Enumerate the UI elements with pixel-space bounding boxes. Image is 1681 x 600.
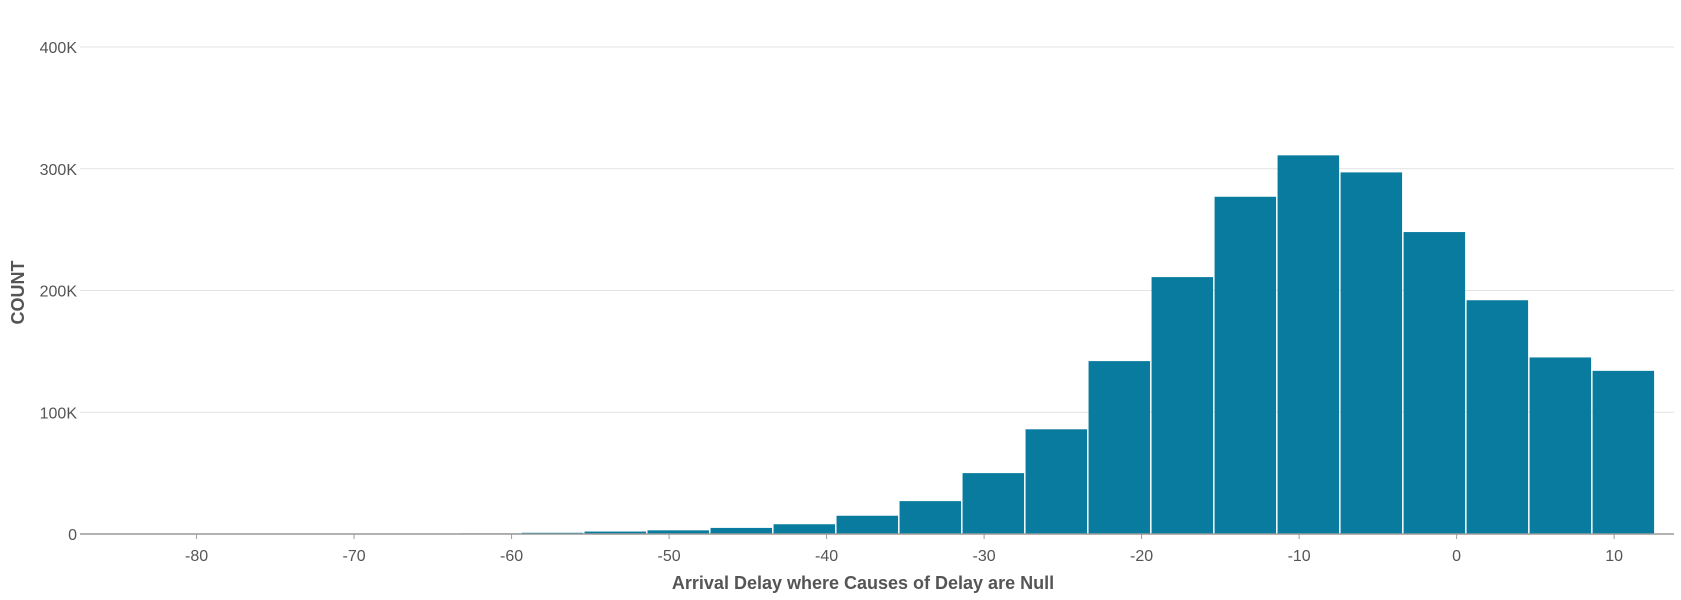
histogram-bar[interactable] (1403, 232, 1466, 534)
histogram-bar[interactable] (1088, 361, 1151, 534)
histogram-bar[interactable] (1025, 429, 1088, 534)
histogram-bar[interactable] (1340, 172, 1403, 534)
y-tick-label: 100K (40, 405, 78, 422)
x-tick-label: -20 (1130, 548, 1153, 565)
histogram-bar[interactable] (836, 515, 899, 534)
histogram-bar[interactable] (1466, 300, 1529, 534)
x-tick-label: -80 (185, 548, 208, 565)
histogram-bar[interactable] (647, 530, 710, 534)
histogram-bar[interactable] (1214, 196, 1277, 534)
y-tick-label: 400K (40, 40, 78, 57)
histogram-bar[interactable] (773, 524, 836, 534)
y-tick-label: 200K (40, 284, 78, 301)
histogram-bar[interactable] (899, 501, 962, 534)
axes: 0 100K 200K 300K 400K -80 -70 -60 -50 -40 -30 -20 -1… (40, 40, 1674, 565)
x-tick-label: 10 (1605, 548, 1623, 565)
x-tick-label: -10 (1288, 548, 1311, 565)
histogram-bar[interactable] (1277, 155, 1340, 535)
x-tick-label: -50 (658, 548, 681, 565)
y-tick-label: 0 (68, 527, 77, 544)
x-tick-label: -60 (500, 548, 523, 565)
y-axis-title: COUNT (8, 261, 28, 325)
histogram-bars (458, 155, 1655, 535)
x-tick-label: 0 (1452, 548, 1461, 565)
x-tick-label: -70 (343, 548, 366, 565)
histogram-bar[interactable] (1529, 357, 1592, 534)
histogram-bar[interactable] (1151, 277, 1214, 534)
histogram-bar[interactable] (584, 531, 647, 534)
x-tick-label: -30 (973, 548, 996, 565)
histogram-bar[interactable] (1592, 370, 1655, 534)
histogram-bar[interactable] (962, 473, 1025, 534)
x-axis-title: Arrival Delay where Causes of Delay are … (672, 573, 1054, 593)
histogram-bar[interactable] (710, 527, 773, 534)
x-tick-label: -40 (815, 548, 838, 565)
y-tick-label: 300K (40, 162, 78, 179)
